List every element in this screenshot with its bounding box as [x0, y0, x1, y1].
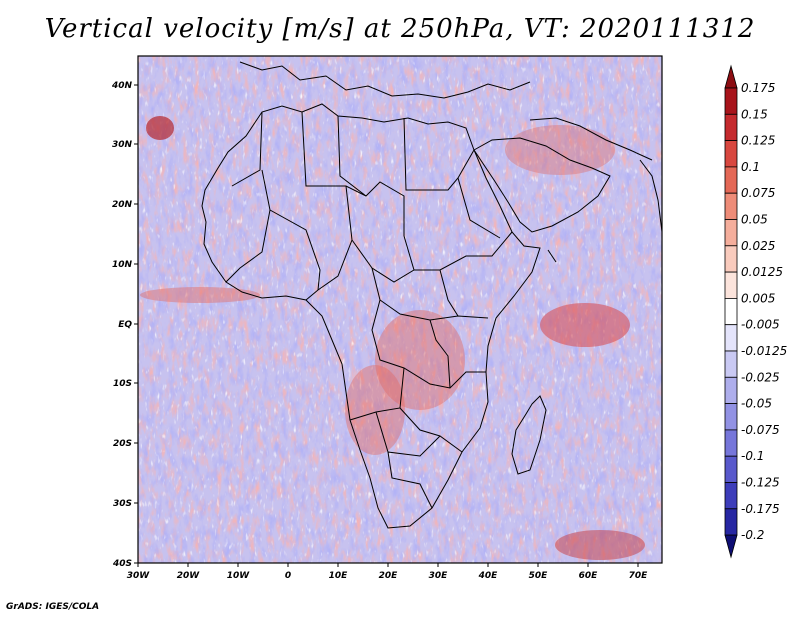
- colorbar-level-label: 0.1: [741, 160, 760, 174]
- colorbar-level-label: -0.05: [741, 397, 772, 411]
- colorbar-swatch: [724, 350, 738, 378]
- colorbar-swatch: [724, 376, 738, 404]
- lon-label: 60E: [579, 571, 599, 581]
- colorbar-swatch: [724, 508, 738, 536]
- colorbar-level-label: -0.075: [741, 423, 780, 437]
- colorbar-level-label: 0.0125: [741, 265, 783, 279]
- lat-label: 30N: [112, 140, 133, 150]
- coastline-lines: [201, 61, 662, 529]
- grads-credit: GrADS: IGES/COLA: [6, 602, 100, 612]
- lon-label: 20W: [177, 571, 201, 581]
- colorbar-bottom-arrow: [724, 534, 738, 559]
- colorbar-swatch: [724, 113, 738, 142]
- colorbar-swatch: [724, 429, 738, 457]
- colorbar-level-label: -0.2: [741, 528, 764, 542]
- colorbar-swatch: [724, 482, 738, 510]
- lon-label: 10W: [227, 571, 251, 581]
- colorbar-top-arrow: [724, 64, 738, 89]
- colorbar-level-label: 0.075: [741, 186, 775, 200]
- lat-label: 30S: [113, 499, 132, 509]
- lat-label: 40N: [111, 81, 133, 91]
- colorbar-level-label: -0.025: [741, 370, 780, 384]
- colorbar-swatch: [724, 324, 738, 352]
- colorbar-level-label: -0.1: [741, 449, 764, 463]
- lon-label: 0: [285, 571, 291, 581]
- vertical-velocity-field: [138, 56, 662, 563]
- colorbar-swatch: [724, 455, 738, 483]
- lat-label: 20N: [112, 200, 133, 210]
- lon-label: 30W: [127, 571, 151, 581]
- colorbar-level-label: 0.005: [741, 291, 775, 305]
- colorbar-swatch: [724, 271, 738, 299]
- lat-label: 20S: [113, 439, 132, 449]
- colorbar-swatch: [724, 219, 738, 247]
- map-title: Vertical velocity [m/s] at 250hPa, VT: 2…: [44, 14, 756, 44]
- lat-label: 10S: [113, 379, 132, 389]
- lon-label: 10E: [329, 571, 349, 581]
- lat-label: 40S: [112, 559, 132, 569]
- colorbar-level-label: 0.025: [741, 239, 775, 253]
- colorbar-swatch: [724, 403, 738, 431]
- map-frame: [137, 55, 663, 564]
- colorbar-swatch: [724, 166, 738, 194]
- colorbar-level-label: -0.125: [741, 476, 780, 490]
- lon-label: 40E: [478, 571, 499, 581]
- colorbar-level-label: 0.175: [741, 81, 775, 95]
- lon-label: 50E: [529, 571, 549, 581]
- lon-label: 20E: [379, 571, 399, 581]
- colorbar-level-label: -0.0125: [741, 344, 787, 358]
- colorbar-level-label: 0.125: [741, 134, 775, 148]
- colorbar-level-label: -0.005: [741, 318, 780, 332]
- lon-label: 70E: [629, 571, 649, 581]
- colorbar: 0.175 0.15 0.125 0.1 0.075 0.05 0.025 0.0125 0.0…: [724, 64, 787, 559]
- colorbar-level-label: 0.05: [741, 213, 768, 227]
- lat-label: EQ: [118, 320, 132, 330]
- colorbar-swatch: [724, 245, 738, 273]
- lat-label: 10N: [112, 260, 133, 270]
- colorbar-swatch: [724, 192, 738, 220]
- colorbar-swatch: [724, 87, 738, 115]
- colorbar-swatch: [724, 140, 738, 168]
- colorbar-level-label: -0.175: [741, 502, 780, 516]
- lon-label: 30E: [429, 571, 449, 581]
- colorbar-swatch: [724, 297, 738, 326]
- colorbar-level-label: 0.15: [741, 107, 768, 121]
